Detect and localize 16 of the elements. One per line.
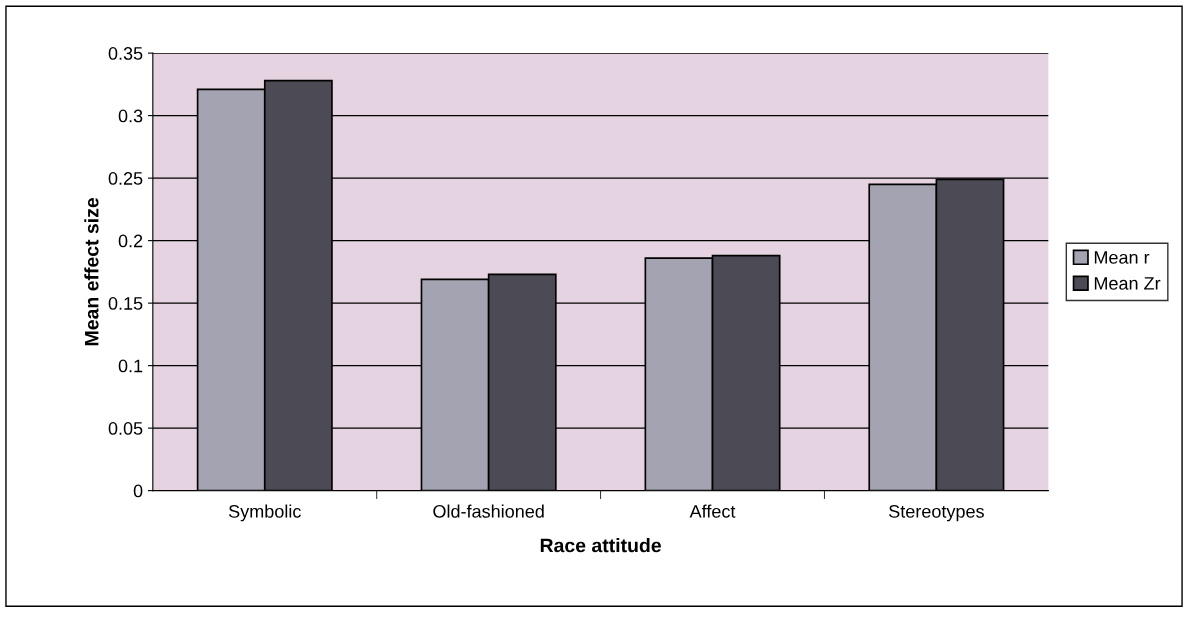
- y-tick-label: 0.15: [108, 297, 143, 310]
- y-tick-label: 0: [133, 484, 143, 498]
- legend-label: Mean r: [1094, 251, 1150, 264]
- x-tick-label: Stereotypes: [889, 504, 984, 522]
- y-tick-label: 0.3: [118, 109, 143, 123]
- y-axis-title: Mean effect size: [84, 197, 99, 346]
- x-tick-label: Affect: [689, 504, 736, 518]
- y-tick-label: 0.2: [118, 234, 143, 248]
- legend-label: Mean Zr: [1094, 277, 1161, 290]
- y-tick-label: 0.35: [108, 47, 143, 60]
- y-tick-label: 0.1: [118, 359, 143, 373]
- y-tick-label: 0.05: [108, 422, 143, 435]
- x-axis-title: Race attitude: [540, 538, 661, 553]
- x-tick-label: Symbolic: [228, 504, 301, 522]
- y-tick-label: 0.25: [108, 172, 143, 185]
- x-tick-label: Old-fashioned: [433, 504, 544, 518]
